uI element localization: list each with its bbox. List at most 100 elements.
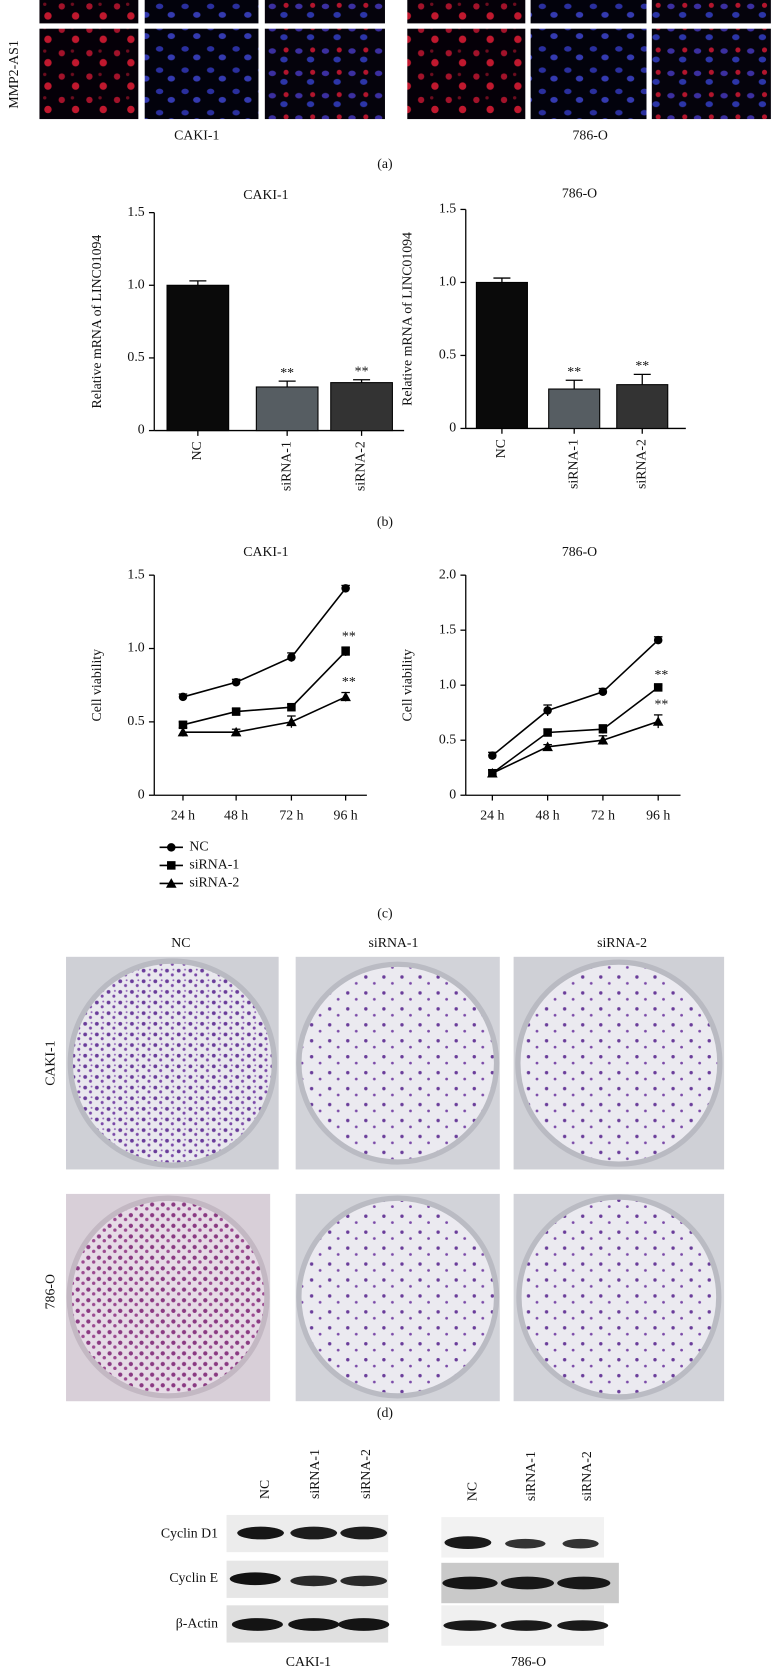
plate <box>296 1195 500 1399</box>
legend-marker <box>165 878 177 888</box>
image <box>264 28 385 120</box>
x-tick-label: siRNA-1 <box>565 439 580 489</box>
band <box>442 1576 498 1590</box>
row-label: MMP2-AS1 <box>6 40 21 108</box>
x-tick-label: 96 h <box>646 808 670 823</box>
y-axis-label: Cell viability <box>400 649 415 722</box>
y-tick-label: 0 <box>138 422 145 437</box>
cell-line-label: 786-O <box>573 127 608 142</box>
image <box>144 0 259 24</box>
x-tick-label: 24 h <box>171 808 195 823</box>
series-line <box>182 587 347 698</box>
blot-row-label: Cyclin D1 <box>161 1525 218 1540</box>
cell-line-label: CAKI-1 <box>174 127 219 142</box>
point <box>653 683 663 692</box>
x-tick-label: 72 h <box>279 808 303 823</box>
plates <box>66 956 725 1402</box>
y-tick-label: 0.5 <box>127 713 144 728</box>
image <box>39 28 139 120</box>
x-tick-label: 72 h <box>591 808 615 823</box>
microscopy-grid <box>39 0 771 120</box>
significance: ** <box>280 365 294 380</box>
bar <box>548 388 601 429</box>
y-tick-label: 1.0 <box>439 676 456 691</box>
chart-title: 786-O <box>562 544 597 559</box>
plate <box>515 959 723 1167</box>
y-tick-label: 1.5 <box>127 566 144 581</box>
point <box>341 647 350 656</box>
column-label: siRNA-1 <box>369 935 419 950</box>
x-tick-label: siRNA-2 <box>633 439 648 489</box>
panel-label: (b) <box>377 514 393 530</box>
blot-row-label: β-Actin <box>176 1616 218 1631</box>
y-tick-label: 0 <box>449 786 456 801</box>
legend-marker <box>167 861 176 870</box>
x-tick-label: NC <box>189 441 204 460</box>
y-tick-label: 2.0 <box>439 566 456 581</box>
bar <box>616 384 669 429</box>
chart-title: CAKI-1 <box>243 544 288 559</box>
band <box>237 1526 284 1540</box>
panel-label: (c) <box>377 905 392 921</box>
band <box>443 1620 497 1631</box>
lane-label: siRNA-2 <box>358 1449 373 1499</box>
plate <box>67 958 278 1168</box>
y-tick-label: 1.0 <box>439 274 456 289</box>
significance: ** <box>635 358 649 373</box>
x-tick-label: 24 h <box>480 808 504 823</box>
point <box>652 716 664 726</box>
y-tick-label: 1.5 <box>439 201 456 216</box>
bar <box>166 284 230 432</box>
band <box>562 1538 599 1549</box>
image <box>407 28 526 120</box>
point <box>598 724 608 734</box>
y-axis-label: Relative mRNA of LINC01094 <box>89 235 104 409</box>
point <box>487 767 498 778</box>
image <box>530 28 647 120</box>
point <box>597 734 609 745</box>
y-axis-label: Cell viability <box>89 649 104 722</box>
x-tick-label: 96 h <box>334 808 358 823</box>
y-tick-label: 0 <box>138 786 145 801</box>
point <box>178 692 188 702</box>
band <box>500 1576 555 1590</box>
column-label: NC <box>171 935 190 950</box>
plate <box>296 961 500 1165</box>
band <box>444 1536 492 1549</box>
y-tick-label: 1.0 <box>127 276 144 291</box>
point <box>598 687 608 697</box>
x-tick-label: 48 h <box>536 808 560 823</box>
point <box>542 741 553 752</box>
point <box>231 707 241 716</box>
x-tick-label: siRNA-2 <box>353 441 368 491</box>
point <box>286 716 297 727</box>
image <box>651 0 771 24</box>
point <box>231 678 241 687</box>
y-tick-label: 0 <box>449 420 456 435</box>
plate <box>66 1195 270 1399</box>
point <box>287 702 296 712</box>
band <box>338 1618 390 1631</box>
x-tick-label: NC <box>493 439 508 458</box>
y-axis-label: Relative mRNA of LINC01094 <box>400 232 415 406</box>
y-tick-label: 1.5 <box>127 204 144 219</box>
row-label: CAKI-1 <box>42 1040 57 1085</box>
y-tick-label: 0.5 <box>127 349 144 364</box>
band <box>290 1575 338 1587</box>
y-tick-label: 0.5 <box>439 347 456 362</box>
image <box>530 0 647 24</box>
band <box>505 1538 546 1549</box>
bar <box>255 386 319 432</box>
chart-title: 786-O <box>562 186 597 201</box>
significance: ** <box>567 364 581 379</box>
plate <box>516 1194 722 1400</box>
panel-label: (a) <box>377 156 392 172</box>
column-label: siRNA-2 <box>597 935 647 950</box>
series-line <box>491 686 659 774</box>
point <box>543 728 552 737</box>
bar <box>475 281 528 429</box>
series-line <box>182 696 346 733</box>
point <box>287 653 296 662</box>
point <box>178 720 188 730</box>
